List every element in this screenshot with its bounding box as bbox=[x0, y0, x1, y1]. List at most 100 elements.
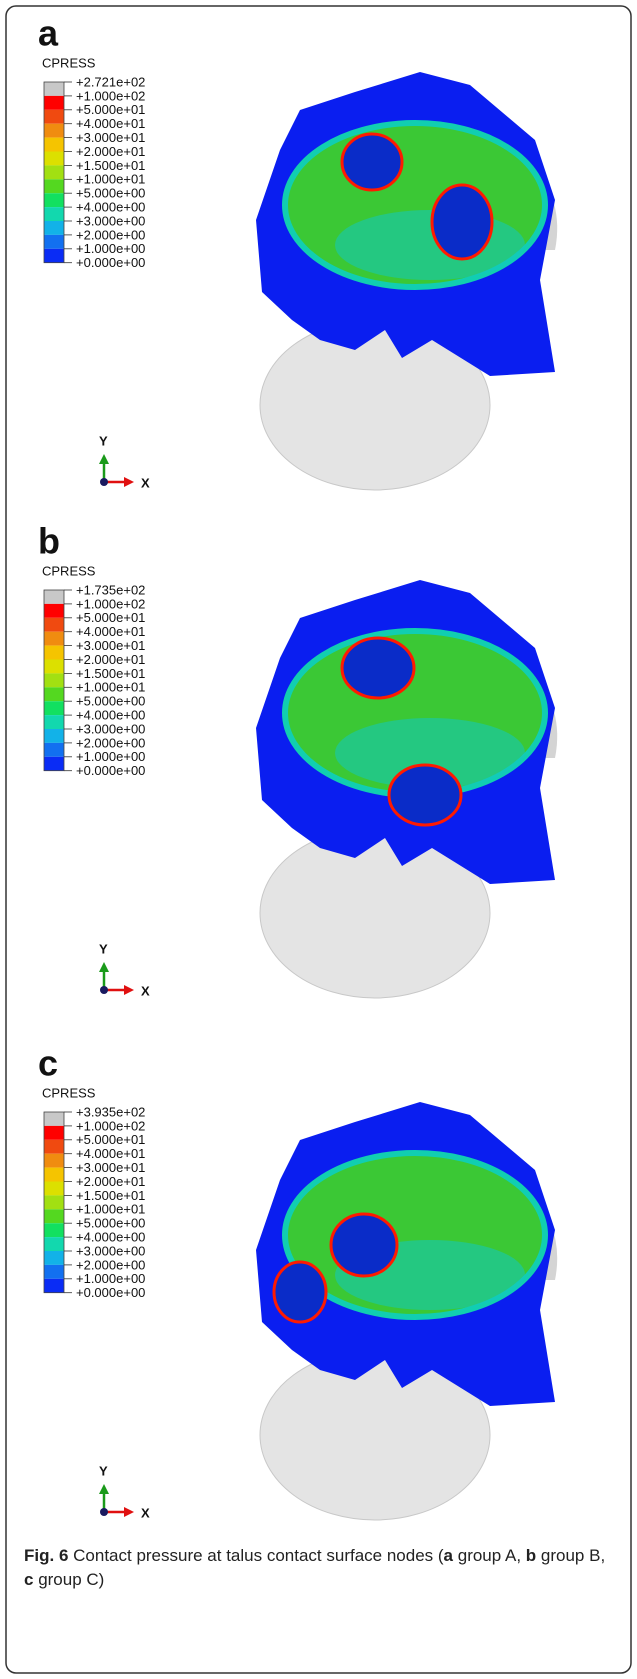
pressure-zone-low bbox=[335, 210, 525, 280]
screw-hole bbox=[432, 185, 492, 259]
caption-text: group C) bbox=[33, 1570, 104, 1589]
legend-swatch bbox=[44, 604, 64, 618]
legend-swatch bbox=[44, 124, 64, 138]
legend-label: +2.000e+01 bbox=[76, 1174, 145, 1189]
legend-label: +3.000e+01 bbox=[76, 638, 145, 653]
axis-origin bbox=[100, 986, 108, 994]
legend-title: CPRESS bbox=[42, 563, 96, 578]
legend-title: CPRESS bbox=[42, 55, 96, 70]
legend-swatch bbox=[44, 152, 64, 166]
axis-x-label: X bbox=[141, 1505, 150, 1520]
axis-x-label: X bbox=[141, 983, 150, 998]
caption-text: group B, bbox=[536, 1546, 610, 1565]
panel-label: a bbox=[38, 13, 59, 54]
legend-swatch bbox=[44, 1195, 64, 1209]
legend-swatch bbox=[44, 207, 64, 221]
axis-x-head bbox=[124, 477, 134, 487]
legend-label: +3.000e+00 bbox=[76, 1243, 145, 1258]
legend-title: CPRESS bbox=[42, 1085, 96, 1100]
legend-label: +0.000e+00 bbox=[76, 1285, 145, 1300]
figure: aCPRESS+2.721e+02+1.000e+02+5.000e+01+4.… bbox=[0, 0, 637, 1679]
legend-label: +1.500e+01 bbox=[76, 158, 145, 173]
legend-label: +3.000e+01 bbox=[76, 1160, 145, 1175]
legend-swatch bbox=[44, 235, 64, 249]
screw-hole bbox=[331, 1214, 397, 1276]
axis-y-head bbox=[99, 454, 109, 464]
axis-x-head bbox=[124, 985, 134, 995]
legend-label: +1.000e+02 bbox=[76, 1118, 145, 1133]
legend-swatch bbox=[44, 221, 64, 235]
legend-swatch bbox=[44, 1112, 64, 1126]
legend-label: +1.000e+02 bbox=[76, 88, 145, 103]
legend-label: +3.935e+02 bbox=[76, 1104, 145, 1119]
legend-swatch bbox=[44, 757, 64, 771]
legend-label: +1.000e+00 bbox=[76, 1271, 145, 1286]
legend-swatch bbox=[44, 110, 64, 124]
legend-swatch bbox=[44, 660, 64, 674]
axis-y-label: Y bbox=[99, 1463, 108, 1478]
legend-swatch bbox=[44, 1209, 64, 1223]
legend-label: +5.000e+01 bbox=[76, 610, 145, 625]
legend-swatch bbox=[44, 165, 64, 179]
legend-label: +5.000e+00 bbox=[76, 1216, 145, 1231]
legend-label: +2.000e+00 bbox=[76, 1257, 145, 1272]
panel: cCPRESS+3.935e+02+1.000e+02+5.000e+01+4.… bbox=[38, 1043, 557, 1521]
legend-label: +2.000e+00 bbox=[76, 227, 145, 242]
legend-label: +2.721e+02 bbox=[76, 74, 145, 89]
legend-label: +4.000e+01 bbox=[76, 1146, 145, 1161]
legend-label: +1.000e+00 bbox=[76, 241, 145, 256]
legend-swatch bbox=[44, 179, 64, 193]
legend-swatch bbox=[44, 138, 64, 152]
legend-swatch bbox=[44, 1140, 64, 1154]
screw-hole bbox=[274, 1262, 326, 1322]
legend-label: +5.000e+01 bbox=[76, 102, 145, 117]
axis-x-label: X bbox=[141, 475, 150, 490]
legend-label: +4.000e+01 bbox=[76, 116, 145, 131]
legend-label: +1.000e+00 bbox=[76, 749, 145, 764]
legend-label: +5.000e+01 bbox=[76, 1132, 145, 1147]
legend-label: +3.000e+00 bbox=[76, 721, 145, 736]
legend-label: +1.000e+01 bbox=[76, 1202, 145, 1217]
caption-text: a bbox=[444, 1546, 453, 1565]
legend-label: +3.000e+01 bbox=[76, 130, 145, 145]
legend-swatch bbox=[44, 1126, 64, 1140]
axis-x-head bbox=[124, 1507, 134, 1517]
legend-label: +1.000e+01 bbox=[76, 172, 145, 187]
panel-label: c bbox=[38, 1043, 58, 1084]
legend-label: +4.000e+00 bbox=[76, 200, 145, 215]
legend-swatch bbox=[44, 1279, 64, 1293]
legend-swatch bbox=[44, 1223, 64, 1237]
axis-y-head bbox=[99, 962, 109, 972]
legend-swatch bbox=[44, 96, 64, 110]
legend-swatch bbox=[44, 618, 64, 632]
legend-label: +2.000e+00 bbox=[76, 735, 145, 750]
legend-label: +5.000e+00 bbox=[76, 186, 145, 201]
legend-swatch bbox=[44, 590, 64, 604]
panel: bCPRESS+1.735e+02+1.000e+02+5.000e+01+4.… bbox=[38, 521, 557, 999]
legend-label: +2.000e+01 bbox=[76, 144, 145, 159]
legend-swatch bbox=[44, 1265, 64, 1279]
screw-hole bbox=[342, 134, 402, 190]
legend-swatch bbox=[44, 249, 64, 263]
figure-canvas: aCPRESS+2.721e+02+1.000e+02+5.000e+01+4.… bbox=[0, 0, 637, 1679]
axis-y-label: Y bbox=[99, 433, 108, 448]
axis-y-head bbox=[99, 1484, 109, 1494]
legend-label: +0.000e+00 bbox=[76, 763, 145, 778]
legend-label: +4.000e+00 bbox=[76, 708, 145, 723]
legend-swatch bbox=[44, 701, 64, 715]
legend-label: +1.000e+02 bbox=[76, 596, 145, 611]
panel: aCPRESS+2.721e+02+1.000e+02+5.000e+01+4.… bbox=[38, 13, 557, 491]
caption-text: Contact pressure at talus contact surfac… bbox=[68, 1546, 443, 1565]
legend-swatch bbox=[44, 82, 64, 96]
legend-label: +4.000e+00 bbox=[76, 1230, 145, 1245]
panel-label: b bbox=[38, 521, 60, 562]
legend-swatch bbox=[44, 1251, 64, 1265]
legend-label: +1.500e+01 bbox=[76, 1188, 145, 1203]
caption-text: group A, bbox=[453, 1546, 526, 1565]
legend-swatch bbox=[44, 715, 64, 729]
caption-text: Fig. 6 bbox=[24, 1546, 68, 1565]
caption-text: b bbox=[526, 1546, 536, 1565]
legend-swatch bbox=[44, 729, 64, 743]
legend-label: +1.500e+01 bbox=[76, 666, 145, 681]
legend-swatch bbox=[44, 193, 64, 207]
